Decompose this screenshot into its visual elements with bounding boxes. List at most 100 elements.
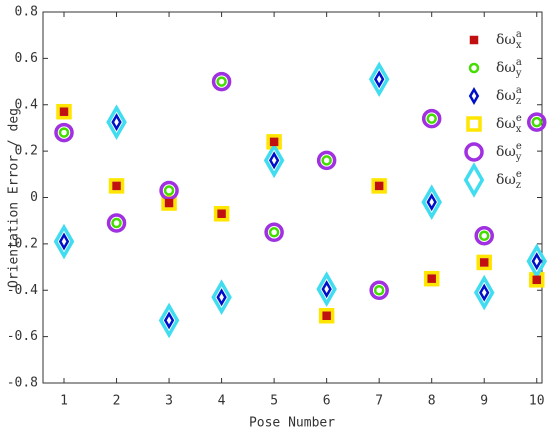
marker (58, 127, 70, 138)
marker (369, 280, 389, 300)
marker (374, 181, 384, 191)
marker (531, 252, 542, 271)
marker (216, 76, 227, 87)
legend-label: δωe z (496, 169, 522, 191)
y-tick-label: 0.4 (15, 97, 39, 112)
y-tick-label: -0.2 (7, 236, 38, 251)
marker (217, 209, 226, 218)
y-tick-label: 0 (30, 190, 38, 205)
marker (373, 285, 385, 296)
legend-sub: x (516, 40, 522, 51)
legend-sup: a (516, 57, 522, 68)
marker (59, 107, 69, 116)
marker (159, 180, 179, 201)
marker (526, 112, 547, 132)
legend-sup: a (516, 29, 522, 40)
legend-sub: y (515, 68, 522, 79)
legend-marker (466, 116, 482, 132)
legend-label: δωe x (496, 113, 522, 135)
marker (526, 243, 548, 280)
y-tick-label: 0.6 (15, 51, 38, 66)
legend-name: δω (496, 60, 516, 76)
x-tick-label: 10 (529, 394, 545, 409)
legend-name: δω (496, 116, 516, 132)
marker (316, 150, 337, 171)
y-tick-label: 0.8 (15, 5, 38, 20)
marker (474, 226, 494, 246)
x-tick-label: 6 (323, 394, 331, 409)
legend-label: δωa x (496, 29, 522, 51)
legend-label: δωa z (496, 85, 522, 107)
marker (264, 222, 284, 243)
marker (213, 205, 230, 222)
x-axis-label: Pose Number (249, 416, 335, 431)
marker (321, 155, 332, 166)
marker (106, 213, 127, 233)
marker (427, 274, 436, 283)
marker (268, 151, 280, 170)
marker (111, 113, 122, 132)
legend-name: δω (496, 144, 516, 160)
marker (211, 71, 232, 92)
legend-marker (464, 142, 484, 162)
marker (476, 254, 492, 271)
y-tick-label: -0.8 (7, 376, 38, 391)
marker (421, 184, 442, 220)
legend-sup: a (516, 85, 522, 96)
x-tick-label: 3 (165, 394, 173, 409)
x-tick-label: 1 (60, 394, 68, 409)
legend-sup: e (516, 141, 522, 152)
legend-marker (463, 162, 485, 198)
legend-sup: e (516, 169, 522, 180)
marker (479, 258, 489, 267)
legend-sup: e (516, 113, 522, 124)
legend-label: δωa y (496, 57, 522, 79)
marker (479, 283, 490, 302)
legend-sub: z (516, 180, 521, 191)
x-tick-label: 4 (218, 394, 226, 409)
y-tick-label: 0.2 (15, 144, 38, 159)
marker (53, 223, 75, 260)
marker (316, 271, 337, 307)
y-tick-label: -0.4 (7, 283, 38, 298)
marker (158, 302, 180, 339)
marker (368, 61, 390, 98)
y-axis-label: Orientation Error / deg (7, 108, 22, 288)
marker (58, 232, 70, 251)
plot-frame (42, 11, 543, 384)
marker (56, 103, 72, 120)
marker (163, 185, 175, 196)
x-tick-label: 5 (270, 394, 278, 409)
marker (322, 311, 331, 321)
marker (106, 104, 127, 140)
legend-sub: z (516, 96, 521, 107)
marker (112, 181, 121, 191)
legend-label: δωe y (496, 141, 522, 163)
marker (426, 193, 437, 212)
marker (108, 178, 125, 194)
marker (321, 280, 332, 299)
marker (478, 230, 490, 242)
x-tick-label: 9 (480, 394, 488, 409)
marker (268, 227, 280, 238)
marker (163, 311, 175, 330)
legend-name: δω (496, 88, 516, 104)
marker (164, 198, 174, 208)
x-tick-label: 8 (428, 394, 436, 409)
marker (371, 178, 387, 194)
marker (473, 274, 495, 311)
y-tick-label: -0.6 (7, 329, 38, 344)
marker (373, 70, 385, 89)
marker (532, 275, 541, 285)
legend-name: δω (496, 172, 516, 188)
x-tick-label: 7 (375, 394, 383, 409)
marker (318, 308, 335, 324)
marker (111, 217, 122, 229)
marker (216, 288, 227, 307)
legend-name: δω (496, 32, 516, 48)
marker (263, 142, 285, 179)
legend-sub: y (515, 152, 522, 163)
marker (211, 279, 232, 316)
x-tick-label: 2 (113, 394, 121, 409)
